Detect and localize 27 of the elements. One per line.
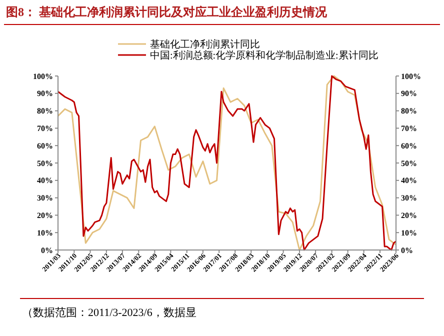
text: （数据范围：2011/3-2023/6，数据显 (22, 306, 196, 319)
y-tick-label: 0% (41, 246, 53, 255)
y-tick-label: 100% (33, 72, 53, 81)
y2-tick-label: 10% (401, 228, 417, 238)
y-tick-label: 10% (37, 228, 53, 238)
y2-tick-label: 60% (401, 141, 417, 150)
legend-label: 中国:利润总额:化学原料和化学制品制造业:累计同比 (150, 50, 378, 62)
y-tick-label: 70% (37, 124, 53, 133)
line-series (57, 75, 397, 251)
chart-title: 图8： 基础化工净利润累计同比及对应工业企业盈利历史情况 (6, 5, 328, 19)
y2-tick-label: 70% (401, 124, 417, 133)
y2-tick-label: 50% (401, 158, 417, 168)
y-tick-label: 80% (37, 106, 53, 116)
y2-tick-label: 20% (401, 211, 417, 220)
y2-tick-label: 30% (401, 194, 417, 203)
y-tick-label: 40% (37, 176, 53, 186)
y2-tick-label: 0% (401, 246, 413, 255)
y2-tick-label: 100% (401, 72, 421, 81)
y-tick-label: 20% (37, 211, 53, 220)
y-tick-label: 60% (37, 141, 53, 150)
y-tick-label: 90% (37, 89, 53, 98)
y2-tick-label: 90% (401, 89, 417, 98)
y2-tick-label: 40% (401, 176, 417, 186)
y-tick-label: 50% (37, 158, 53, 168)
y2-tick-label: 80% (401, 106, 417, 116)
y-tick-label: 30% (37, 194, 53, 203)
legend-label: 基础化工净利润累计同比 (150, 38, 260, 50)
